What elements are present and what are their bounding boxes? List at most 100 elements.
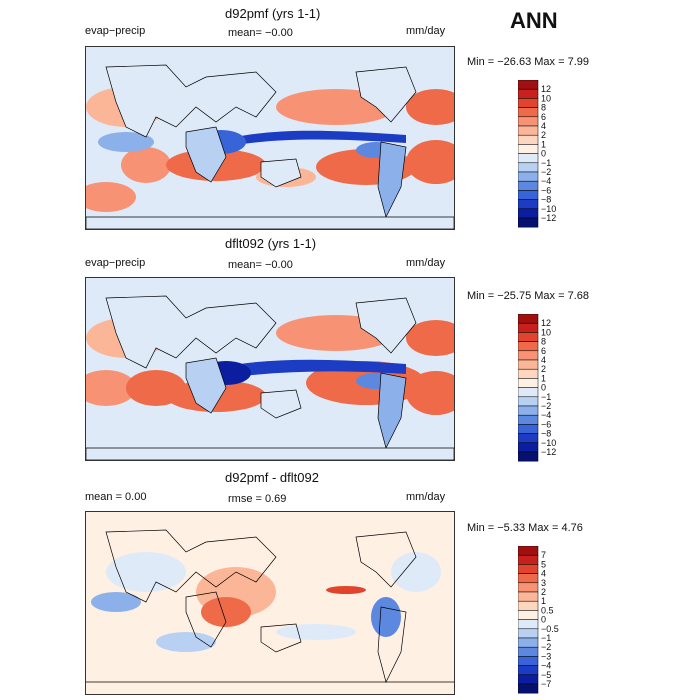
colorbar-swatch (517, 554, 539, 565)
colorbar-swatch (517, 332, 539, 342)
panel1-mean: mean= −0.00 (228, 27, 293, 39)
colorbar-swatch (517, 591, 539, 602)
colorbar-swatch (517, 313, 539, 324)
colorbar-tick-label: −1 (541, 633, 551, 643)
colorbar-tick-label: 0 (541, 383, 546, 393)
colorbar-swatch (517, 190, 539, 200)
colorbar-tick-label: 3 (541, 578, 546, 588)
colorbar-swatch (517, 116, 539, 127)
panel3-title: d92pmf - dflt092 (225, 470, 319, 485)
colorbar-swatch (517, 545, 539, 556)
colorbar-tick-label: −4 (541, 176, 551, 186)
colorbar-swatch (517, 433, 539, 444)
colorbar-tick-label: 1 (541, 596, 546, 606)
colorbar-tick-label: −2 (541, 401, 551, 411)
colorbar-swatch (517, 162, 539, 173)
colorbar-swatch (517, 322, 539, 333)
colorbar-swatch (517, 619, 539, 630)
colorbar-tick-label: −0.5 (541, 624, 559, 634)
colorbar-swatch (517, 208, 539, 219)
colorbar-tick-label: −6 (541, 185, 551, 195)
colorbar-swatch (517, 79, 539, 90)
panel1-units: mm/day (406, 25, 446, 37)
colorbar-tick-label: −2 (541, 167, 551, 177)
panel3-map (85, 511, 455, 695)
colorbar-tick-label: 10 (541, 93, 551, 103)
colorbar-tick-label: −1 (541, 158, 551, 168)
colorbar-tick-label: −3 (541, 651, 551, 661)
colorbar-tick-label: 2 (541, 364, 546, 374)
colorbar-tick-label: 2 (541, 587, 546, 597)
colorbar-tick-label: −5 (541, 670, 551, 680)
colorbar-tick-label: 1 (541, 139, 546, 149)
colorbar-swatch (517, 199, 539, 210)
panel3-minmax: Min = −5.33 Max = 4.76 (467, 522, 583, 534)
colorbar-tick-label: −10 (541, 438, 556, 448)
colorbar-swatch (517, 387, 539, 398)
colorbar-swatch (517, 646, 539, 657)
colorbar-tick-label: −12 (541, 213, 556, 223)
colorbar-tick-label: 7 (541, 550, 546, 560)
colorbar-swatch (517, 451, 539, 462)
colorbar-tick-label: 12 (541, 84, 551, 94)
panel3-units: mm/day (406, 491, 446, 503)
colorbar-swatch (517, 414, 539, 425)
colorbar-swatch (517, 134, 539, 145)
colorbar-tick-label: 10 (541, 327, 551, 337)
colorbar-swatch (517, 637, 539, 648)
colorbar-swatch (517, 656, 539, 666)
colorbar-swatch (517, 171, 539, 182)
panel3-field-a (106, 552, 186, 592)
colorbar-tick-label: −2 (541, 642, 551, 652)
panel2-variable: evap−precip (85, 257, 146, 269)
colorbar-swatch (517, 628, 539, 639)
colorbar-tick-label: 0.5 (541, 605, 554, 615)
panel2-map (85, 277, 455, 461)
colorbar-tick-label: 4 (541, 121, 546, 131)
colorbar-swatch (517, 564, 539, 574)
panel1-colorbar: 12 10 8 6 4 2 1 0 −1 −2 −4 −6 −8 −10 −12 (517, 79, 578, 233)
colorbar-tick-label: −10 (541, 204, 556, 214)
colorbar-swatch (517, 378, 539, 388)
colorbar-swatch (517, 98, 539, 108)
colorbar-tick-label: 6 (541, 112, 546, 122)
colorbar-swatch (517, 153, 539, 164)
panel1-minmax: Min = −26.63 Max = 7.99 (467, 56, 589, 68)
colorbar-swatch (517, 424, 539, 434)
colorbar-tick-label: 2 (541, 130, 546, 140)
colorbar-tick-label: 8 (541, 337, 546, 347)
season-label: ANN (510, 8, 558, 33)
panel2-colorbar: 12 10 8 6 4 2 1 0 −1 −2 −4 −6 −8 −10 −12 (517, 313, 578, 467)
colorbar-swatch (517, 144, 539, 154)
colorbar-swatch (517, 442, 539, 453)
colorbar-swatch (517, 341, 539, 352)
colorbar-tick-label: 6 (541, 346, 546, 356)
colorbar-swatch (517, 180, 539, 191)
colorbar-swatch (517, 350, 539, 361)
colorbar-tick-label: −4 (541, 410, 551, 420)
colorbar-tick-label: −1 (541, 392, 551, 402)
colorbar-tick-label: 4 (541, 569, 546, 579)
colorbar-tick-label: 4 (541, 355, 546, 365)
panel2-title: dflt092 (yrs 1-1) (225, 236, 317, 251)
colorbar-swatch (517, 125, 539, 136)
panel1-map (85, 46, 455, 230)
colorbar-tick-label: 0 (541, 615, 546, 625)
colorbar-swatch (517, 600, 539, 611)
colorbar-tick-label: 8 (541, 103, 546, 113)
colorbar-tick-label: −6 (541, 419, 551, 429)
colorbar-tick-label: 5 (541, 559, 546, 569)
colorbar-swatch (517, 88, 539, 99)
colorbar-swatch (517, 683, 539, 694)
panel2-minmax: Min = −25.75 Max = 7.68 (467, 290, 589, 302)
colorbar-swatch (517, 368, 539, 379)
panel3-colorbar: 7 5 4 3 2 1 0.5 0 −0.5 −1 −2 −3 −4 −5 −7 (517, 545, 578, 699)
colorbar-swatch (517, 582, 539, 593)
panel2-units: mm/day (406, 257, 446, 269)
colorbar-swatch (517, 359, 539, 370)
panel2-mean: mean= −0.00 (228, 259, 293, 271)
colorbar-swatch (517, 396, 539, 407)
colorbar-swatch (517, 573, 539, 584)
colorbar-tick-label: −4 (541, 661, 551, 671)
panel1-title: d92pmf (yrs 1-1) (225, 6, 321, 21)
